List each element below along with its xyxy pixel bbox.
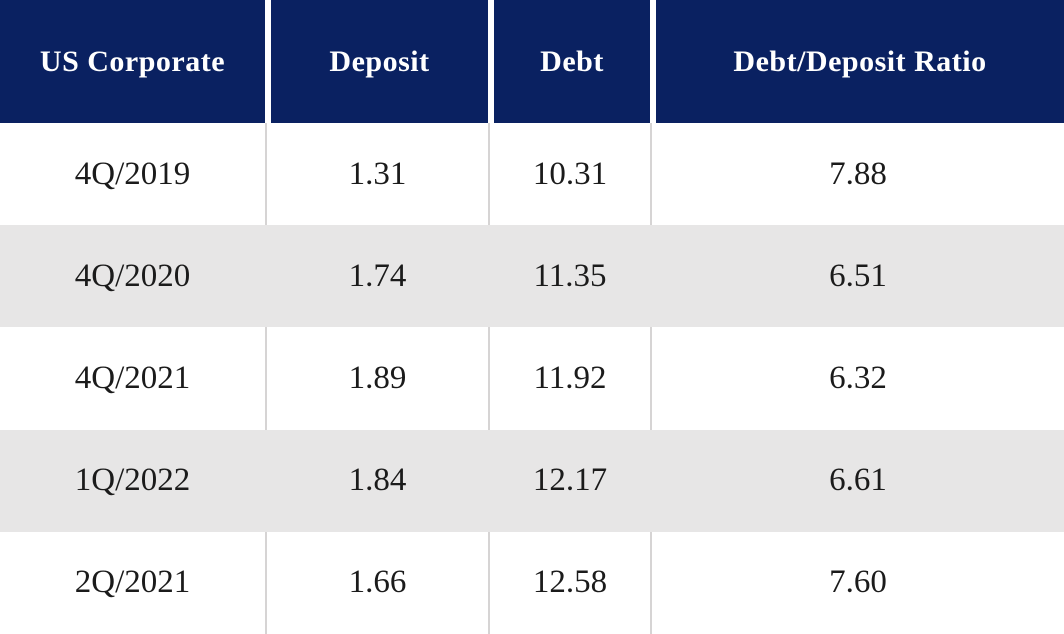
- cell-debt: 12.17: [488, 429, 650, 532]
- cell-ratio: 7.88: [650, 123, 1064, 226]
- cell-ratio: 6.61: [650, 429, 1064, 532]
- cell-debt: 11.35: [488, 225, 650, 328]
- table-row: 4Q/2019 1.31 10.31 7.88: [0, 123, 1064, 226]
- cell-ratio: 6.32: [650, 327, 1064, 430]
- cell-debt: 10.31: [488, 123, 650, 226]
- cell-period: 1Q/2022: [0, 429, 265, 532]
- cell-period: 4Q/2021: [0, 327, 265, 430]
- cell-deposit: 1.66: [265, 531, 488, 634]
- cell-debt: 11.92: [488, 327, 650, 430]
- table-header-row: US Corporate Deposit Debt Debt/Deposit R…: [0, 0, 1064, 123]
- cell-deposit: 1.89: [265, 327, 488, 430]
- cell-period: 4Q/2020: [0, 225, 265, 328]
- table-row: 2Q/2021 1.66 12.58 7.60: [0, 531, 1064, 634]
- header-cell-deposit: Deposit: [265, 0, 488, 123]
- cell-deposit: 1.84: [265, 429, 488, 532]
- header-cell-debt: Debt: [488, 0, 650, 123]
- cell-deposit: 1.31: [265, 123, 488, 226]
- cell-period: 4Q/2019: [0, 123, 265, 226]
- header-cell-debt-deposit-ratio: Debt/Deposit Ratio: [650, 0, 1064, 123]
- cell-ratio: 6.51: [650, 225, 1064, 328]
- cell-ratio: 7.60: [650, 531, 1064, 634]
- table-row: 4Q/2021 1.89 11.92 6.32: [0, 327, 1064, 430]
- table-row: 4Q/2020 1.74 11.35 6.51: [0, 225, 1064, 328]
- table-row: 1Q/2022 1.84 12.17 6.61: [0, 429, 1064, 532]
- header-cell-us-corporate: US Corporate: [0, 0, 265, 123]
- cell-period: 2Q/2021: [0, 531, 265, 634]
- cell-deposit: 1.74: [265, 225, 488, 328]
- cell-debt: 12.58: [488, 531, 650, 634]
